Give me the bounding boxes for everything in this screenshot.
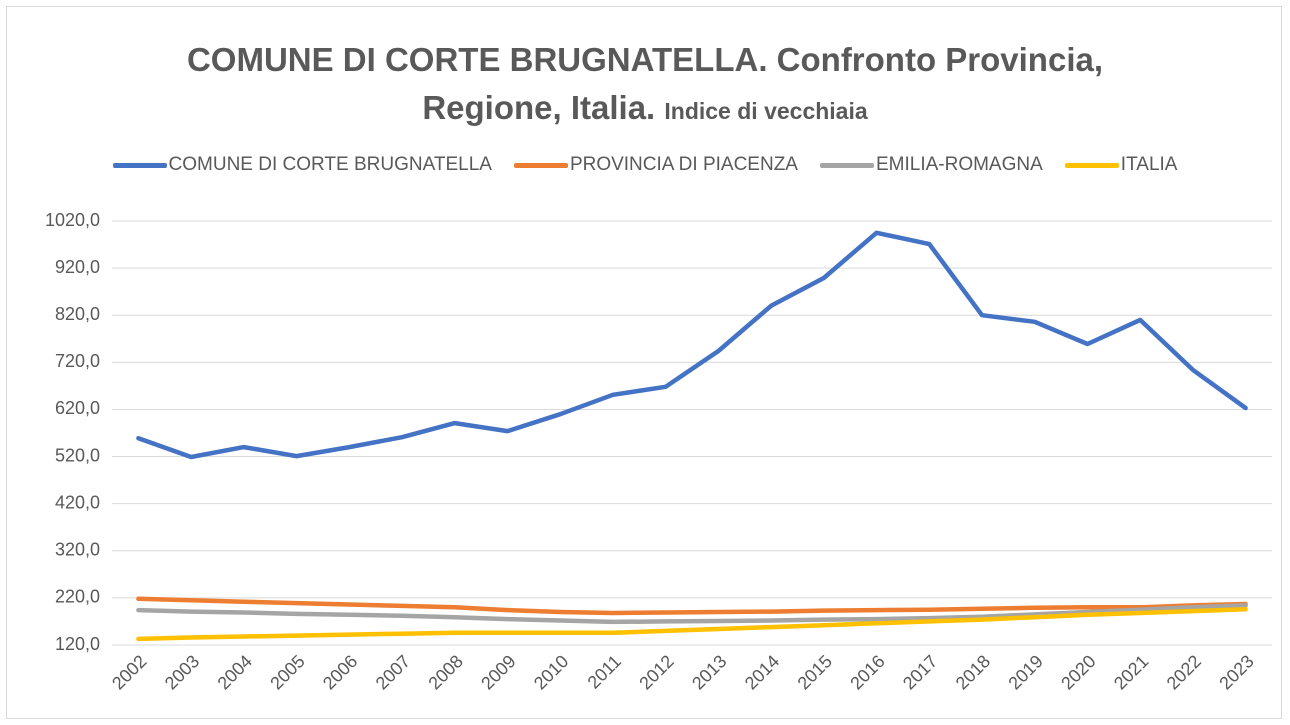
legend-item: PROVINCIA DI PIACENZA: [513, 154, 798, 176]
x-tick-label: 2008: [424, 651, 466, 693]
legend-label: COMUNE DI CORTE BRUGNATELLA: [168, 154, 492, 175]
y-tick-label: 620,0: [55, 398, 100, 418]
x-tick-label: 2012: [635, 651, 677, 693]
y-tick-label: 220,0: [55, 587, 100, 607]
legend-item: COMUNE DI CORTE BRUGNATELLA: [112, 154, 492, 176]
y-tick-label: 920,0: [55, 257, 100, 277]
x-tick-label: 2009: [477, 651, 519, 693]
x-tick-label: 2015: [794, 651, 836, 693]
x-tick-label: 2020: [1057, 651, 1099, 693]
legend-item: EMILIA-ROMAGNA: [819, 154, 1043, 176]
x-tick-label: 2016: [846, 651, 888, 693]
series-line: [136, 603, 1248, 625]
x-tick-label: 2011: [584, 651, 626, 693]
legend-swatch: [1064, 162, 1119, 168]
x-tick-label: 2006: [319, 651, 361, 693]
legend-swatch: [513, 162, 568, 168]
chart-title-block: COMUNE DI CORTE BRUGNATELLA. Confronto P…: [120, 36, 1170, 135]
chart-subtitle: Indice di vecchiaia: [664, 98, 868, 124]
x-tick-label: 2019: [1004, 651, 1046, 693]
x-tick-label: 2014: [741, 651, 783, 693]
x-tick-label: 2003: [161, 651, 203, 693]
y-tick-label: 320,0: [55, 540, 100, 560]
x-tick-label: 2004: [214, 651, 256, 693]
x-tick-label: 2007: [372, 651, 414, 693]
series-line: [136, 596, 1248, 616]
x-tick-label: 2010: [530, 651, 572, 693]
x-tick-label: 2021: [1110, 651, 1152, 693]
legend-swatch: [819, 162, 874, 168]
x-tick-label: 2005: [266, 651, 308, 693]
y-tick-label: 720,0: [55, 351, 100, 371]
chart-title: COMUNE DI CORTE BRUGNATELLA. Confronto P…: [186, 41, 1104, 126]
y-tick-label: 520,0: [55, 445, 100, 465]
legend-swatch: [112, 162, 167, 168]
legend-label: EMILIA-ROMAGNA: [875, 154, 1043, 175]
y-tick-label: 820,0: [55, 304, 100, 324]
x-tick-label: 2023: [1215, 651, 1257, 693]
legend: COMUNE DI CORTE BRUGNATELLA PROVINCIA DI …: [0, 154, 1290, 176]
y-tick-label: 1020,0: [45, 210, 100, 230]
series-line: [136, 606, 1248, 642]
x-tick-label: 2022: [1163, 651, 1205, 693]
x-tick-label: 2002: [108, 651, 150, 693]
x-tick-label: 2017: [899, 651, 941, 693]
x-tick-label: 2018: [952, 651, 994, 693]
series-line: [136, 230, 1248, 460]
legend-item: ITALIA: [1064, 154, 1178, 176]
legend-label: ITALIA: [1120, 154, 1178, 175]
y-tick-label: 420,0: [55, 492, 100, 512]
x-tick-label: 2013: [688, 651, 730, 693]
chart-frame: [6, 6, 1282, 719]
legend-label: PROVINCIA DI PIACENZA: [569, 154, 798, 175]
y-tick-label: 120,0: [55, 634, 100, 654]
